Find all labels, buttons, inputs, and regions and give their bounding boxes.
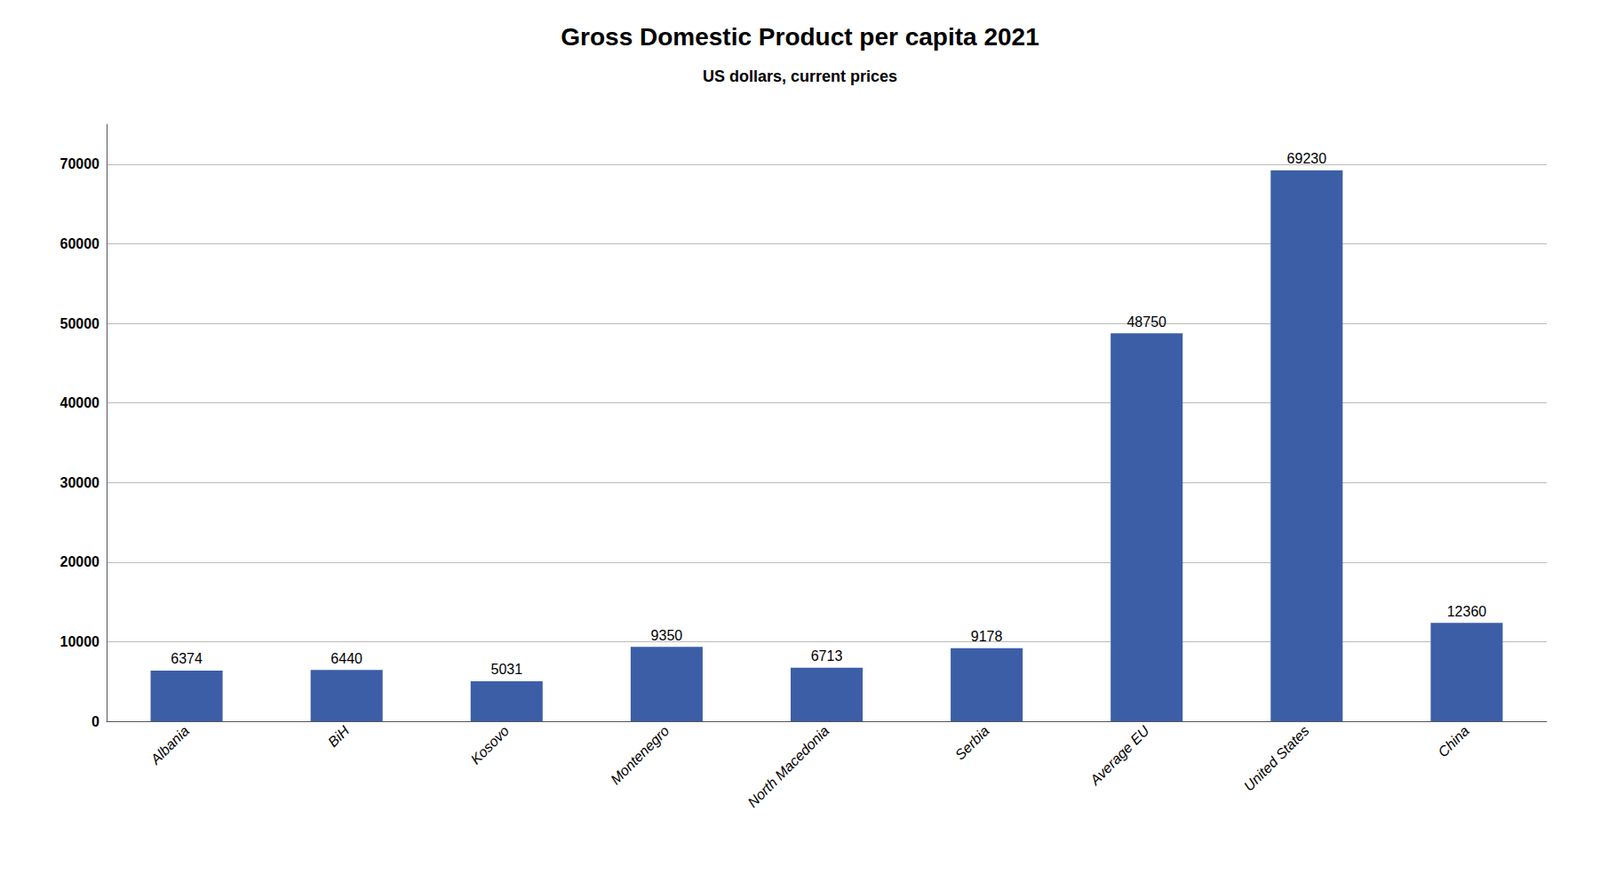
svg-text:60000: 60000: [60, 236, 101, 252]
svg-text:Kosovo: Kosovo: [468, 723, 513, 768]
svg-text:Average EU: Average EU: [1086, 723, 1153, 789]
svg-text:0: 0: [91, 714, 100, 730]
svg-text:BiH: BiH: [325, 723, 353, 751]
svg-text:United States: United States: [1241, 723, 1313, 795]
svg-text:6374: 6374: [170, 651, 203, 667]
svg-text:9178: 9178: [971, 628, 1003, 645]
svg-text:69230: 69230: [1287, 151, 1328, 167]
svg-text:China: China: [1434, 723, 1473, 761]
svg-text:48750: 48750: [1126, 314, 1167, 330]
svg-text:5031: 5031: [490, 661, 523, 677]
svg-text:Gross Domestic Product per cap: Gross Domestic Product per capita 2021: [560, 23, 1039, 51]
svg-text:30000: 30000: [60, 475, 101, 491]
svg-text:20000: 20000: [60, 554, 101, 570]
svg-text:6440: 6440: [330, 651, 363, 667]
svg-text:US dollars, current prices: US dollars, current prices: [702, 67, 898, 86]
svg-text:6713: 6713: [811, 648, 844, 664]
svg-text:10000: 10000: [60, 634, 101, 650]
svg-text:40000: 40000: [60, 395, 101, 411]
svg-text:12360: 12360: [1447, 604, 1488, 620]
svg-text:Albania: Albania: [147, 723, 193, 769]
svg-text:70000: 70000: [60, 156, 101, 172]
svg-text:9350: 9350: [651, 628, 684, 644]
svg-text:50000: 50000: [60, 316, 101, 332]
svg-text:Serbia: Serbia: [952, 723, 993, 764]
svg-text:North Macedonia: North Macedonia: [744, 723, 832, 811]
svg-text:Montenegro: Montenegro: [607, 723, 672, 788]
